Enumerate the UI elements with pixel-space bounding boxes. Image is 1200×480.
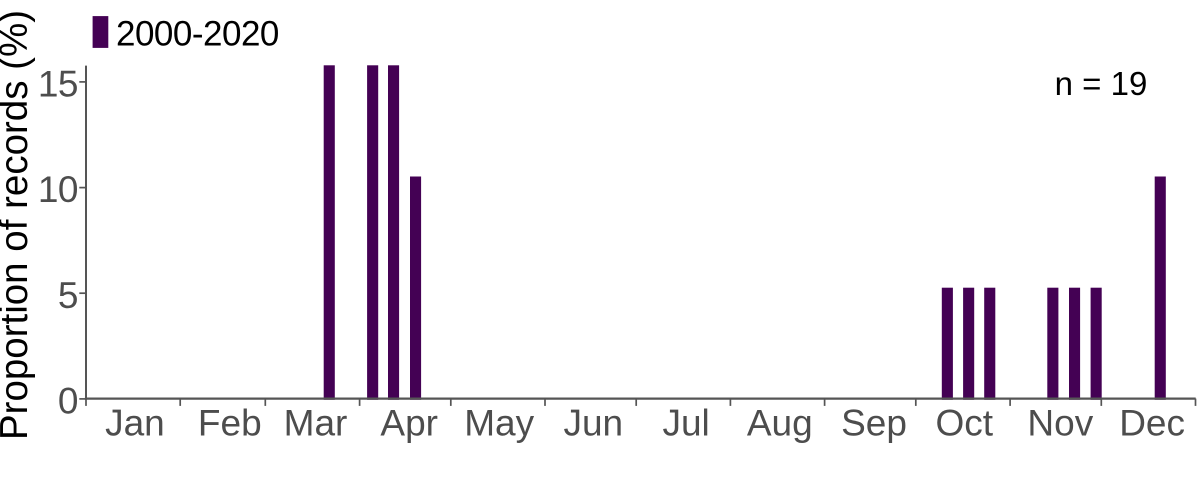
- svg-text:Mar: Mar: [284, 402, 348, 443]
- svg-text:Dec: Dec: [1119, 402, 1185, 443]
- svg-text:Apr: Apr: [380, 402, 438, 443]
- svg-text:2000-2020: 2000-2020: [116, 14, 279, 53]
- svg-text:0: 0: [58, 381, 78, 422]
- svg-text:Oct: Oct: [936, 402, 994, 443]
- svg-text:5: 5: [58, 275, 78, 316]
- svg-text:Feb: Feb: [198, 402, 262, 443]
- svg-text:Proportion of records (%): Proportion of records (%): [0, 10, 36, 440]
- svg-text:15: 15: [38, 64, 78, 105]
- svg-text:Jan: Jan: [105, 402, 165, 443]
- svg-text:Nov: Nov: [1027, 402, 1093, 443]
- svg-text:n = 19: n = 19: [1055, 65, 1148, 102]
- svg-text:May: May: [464, 402, 534, 443]
- svg-text:Jul: Jul: [662, 402, 709, 443]
- svg-text:Jun: Jun: [563, 402, 623, 443]
- svg-text:Sep: Sep: [841, 402, 907, 443]
- svg-text:10: 10: [38, 169, 78, 210]
- svg-text:Aug: Aug: [747, 402, 813, 443]
